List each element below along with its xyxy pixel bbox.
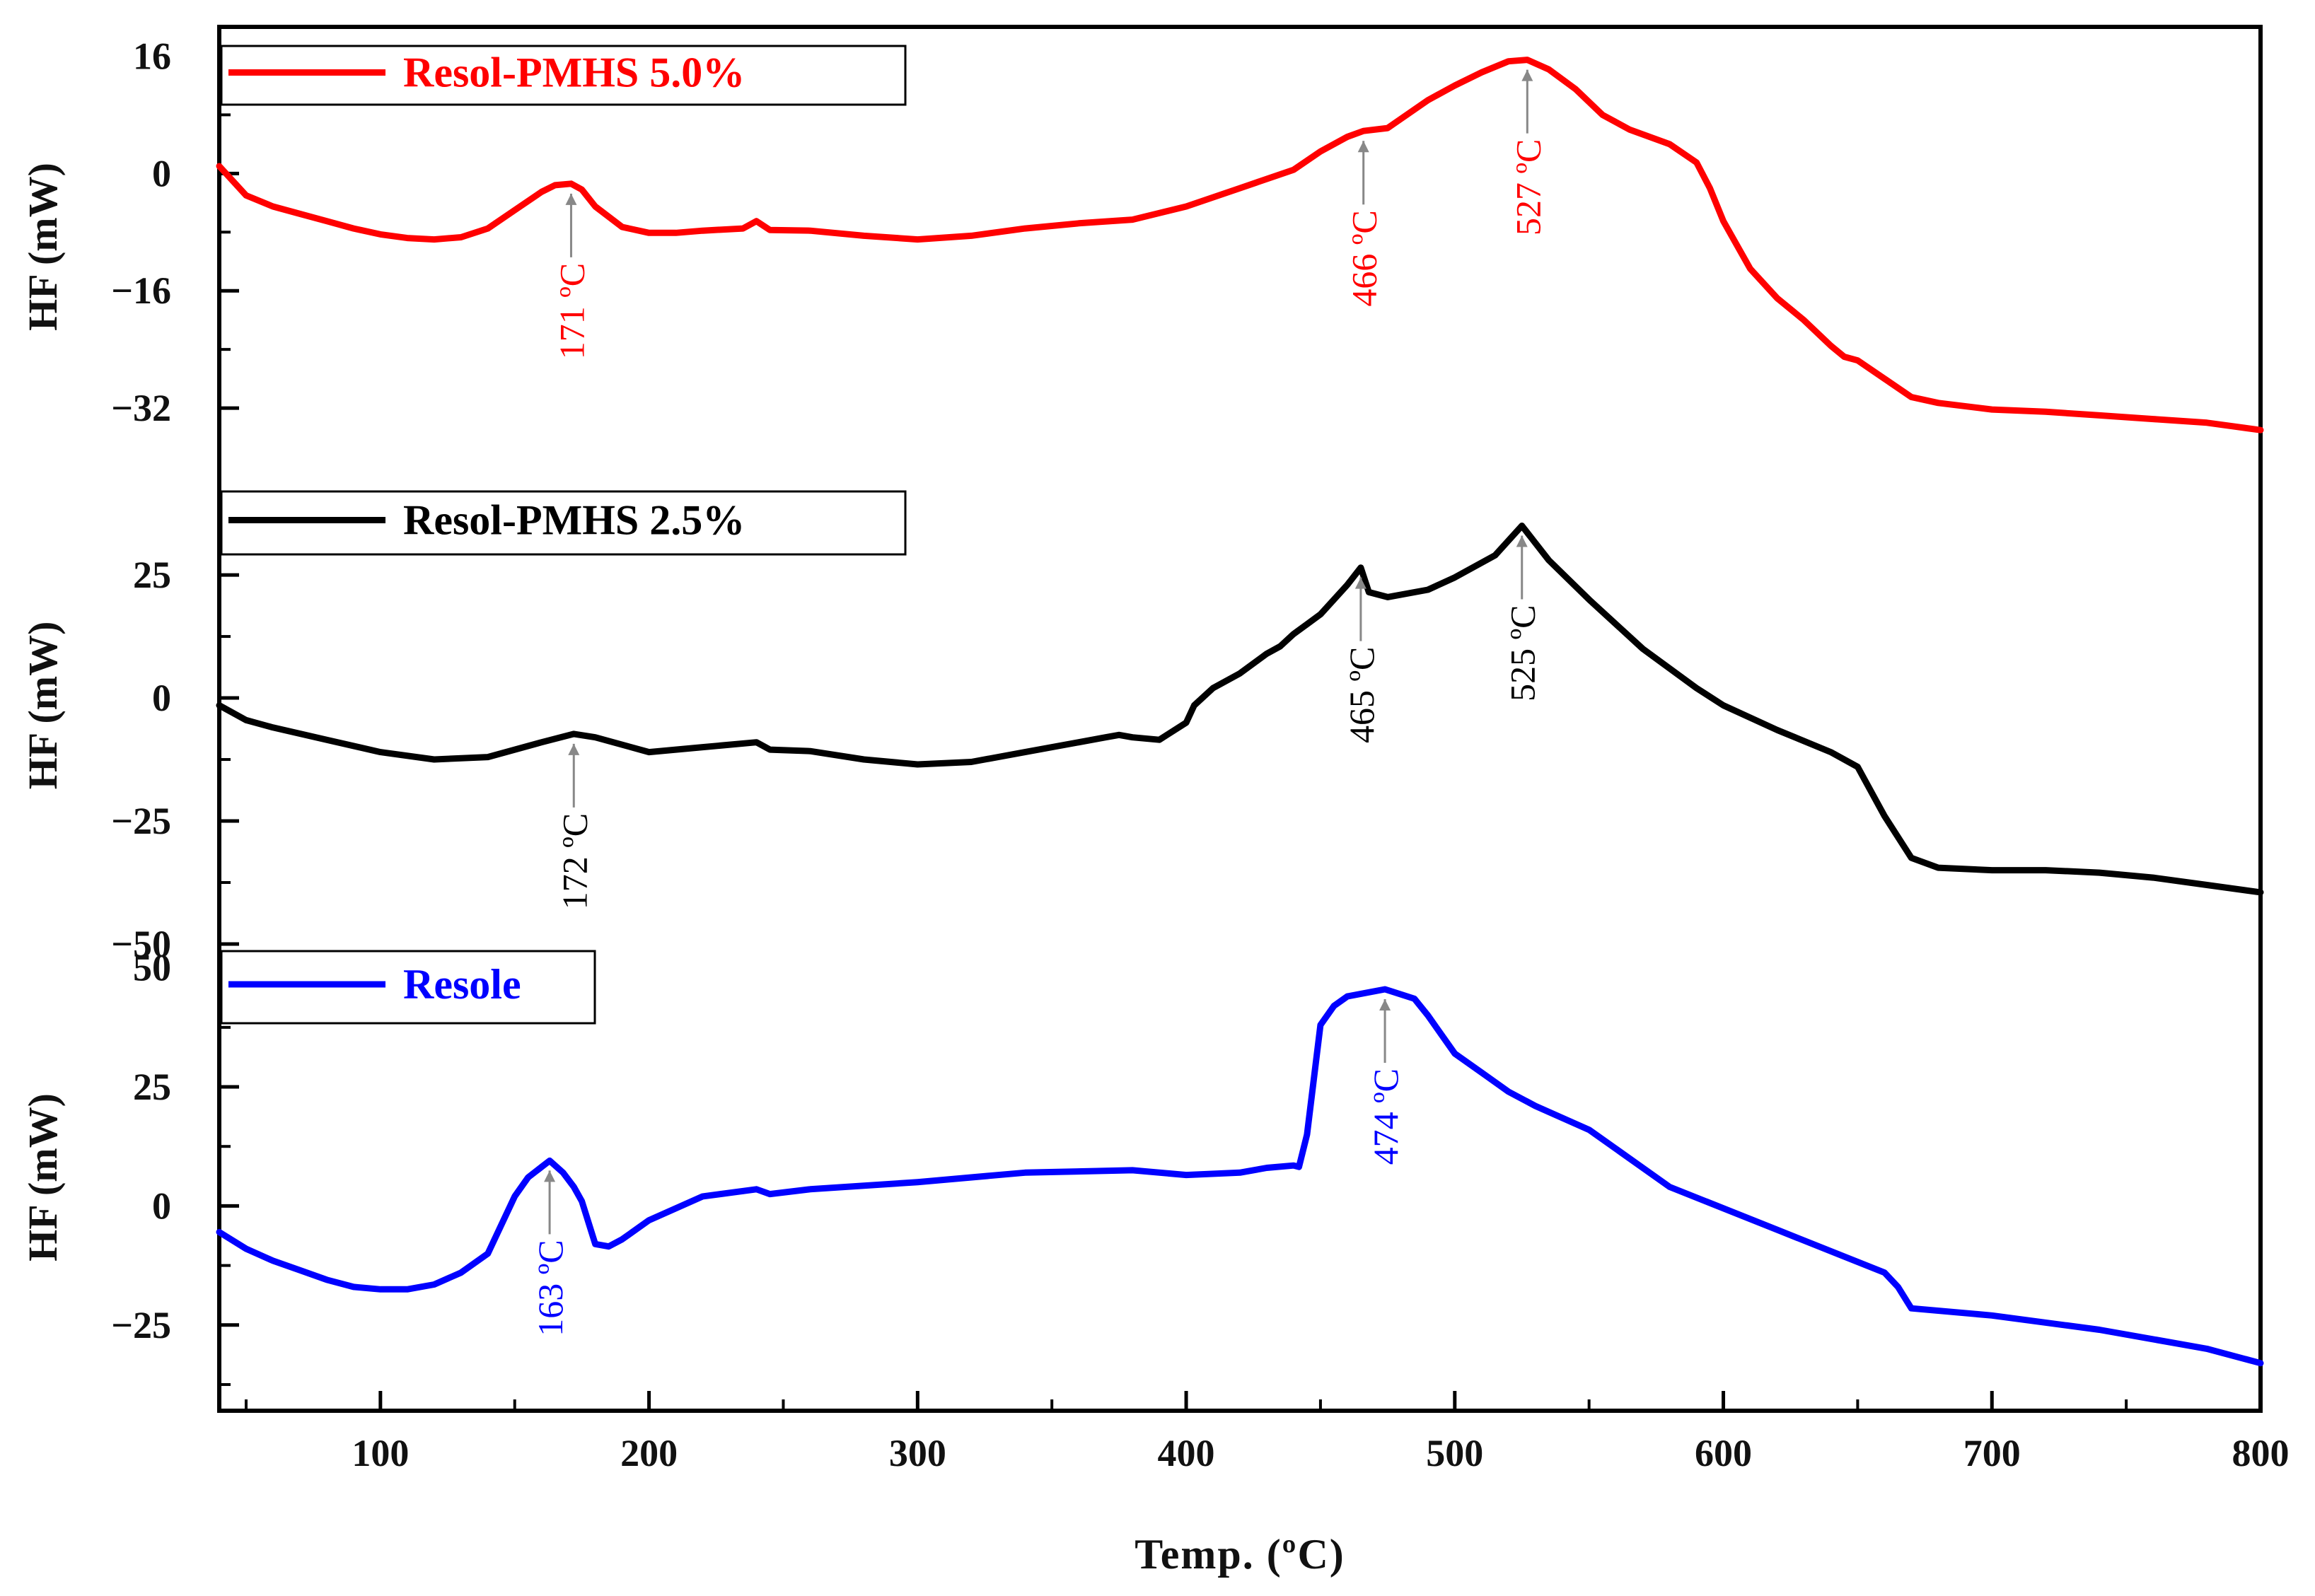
peak-arrow-head xyxy=(1357,141,1369,153)
x-tick-label: 600 xyxy=(1695,1432,1752,1474)
x-tick-label: 400 xyxy=(1158,1432,1215,1474)
y-tick-label: 0 xyxy=(152,677,171,719)
peak-label: 163 ºC xyxy=(530,1240,570,1336)
y-tick-label: −32 xyxy=(111,387,171,429)
y-tick-label: 0 xyxy=(152,1184,171,1227)
panel-3: 50 25 0 −25 HF (mW) Resole 163 ºC 474 ºC xyxy=(20,947,2264,1386)
peak-arrow-head xyxy=(1516,535,1528,547)
y-axis-label: HF (mW) xyxy=(20,1093,66,1262)
peak-label: 466 ºC xyxy=(1345,210,1384,306)
peak-arrow-head xyxy=(544,1170,556,1182)
legend-label: Resole xyxy=(403,961,521,1008)
x-axis: 100 200 300 400 500 600 700 800 xyxy=(244,1391,2290,1474)
peak-label: 171 ºC xyxy=(552,263,591,359)
y-axis-label: HF (mW) xyxy=(20,622,66,790)
y-tick-label: −25 xyxy=(111,1304,171,1346)
peak-label: 525 ºC xyxy=(1503,605,1543,701)
y-tick-label: −50 xyxy=(111,923,171,965)
peak-arrow-head xyxy=(1521,69,1533,81)
x-tick-label: 200 xyxy=(620,1432,678,1474)
x-axis-label: Temp. (ºC) xyxy=(1135,1531,1345,1578)
y-tick-label: 25 xyxy=(133,1066,171,1108)
x-tick-label: 100 xyxy=(352,1432,409,1474)
peak-arrow-head xyxy=(568,743,580,755)
y-axis-label: HF (mW) xyxy=(20,163,66,331)
legend-label: Resol-PMHS 2.5% xyxy=(403,497,745,544)
peak-arrow-head xyxy=(1379,998,1391,1010)
y-tick-label: 16 xyxy=(133,35,171,77)
peak-label: 465 ºC xyxy=(1342,647,1381,743)
plot-frame xyxy=(217,25,2263,1413)
peak-label: 527 ºC xyxy=(1508,139,1548,235)
x-tick-label: 300 xyxy=(889,1432,946,1474)
legend-box xyxy=(220,45,907,106)
series-line-1 xyxy=(216,57,2264,433)
peak-arrow-head xyxy=(565,193,577,205)
y-tick-label: 25 xyxy=(133,554,171,596)
peak-arrow-head xyxy=(1354,577,1367,589)
x-tick-label: 500 xyxy=(1426,1432,1483,1474)
panel-1: 16 0 −16 −32 HF (mW) Resol-PMHS 5.0% 171 ºC 466… xyxy=(20,35,2264,433)
legend-box xyxy=(220,950,596,1025)
series-line-3 xyxy=(216,986,2264,1367)
peak-label: 474 ºC xyxy=(1366,1068,1405,1165)
y-tick-label: −16 xyxy=(111,269,171,312)
series-line-2 xyxy=(216,523,2264,896)
panel-2: 25 0 −25 −50 HF (mW) Resol-PMHS 2.5% 172 ºC 465… xyxy=(20,490,2264,965)
x-tick-label: 700 xyxy=(1963,1432,2021,1474)
x-tick-label: 800 xyxy=(2232,1432,2290,1474)
legend-label: Resol-PMHS 5.0% xyxy=(403,49,745,96)
peak-label: 172 ºC xyxy=(555,813,594,909)
y-tick-label: 50 xyxy=(133,947,171,989)
y-tick-label: 0 xyxy=(152,152,171,194)
y-tick-label: −25 xyxy=(111,800,171,842)
panels: 16 0 −16 −32 HF (mW) Resol-PMHS 5.0% 171 ºC 466… xyxy=(20,35,2264,1386)
